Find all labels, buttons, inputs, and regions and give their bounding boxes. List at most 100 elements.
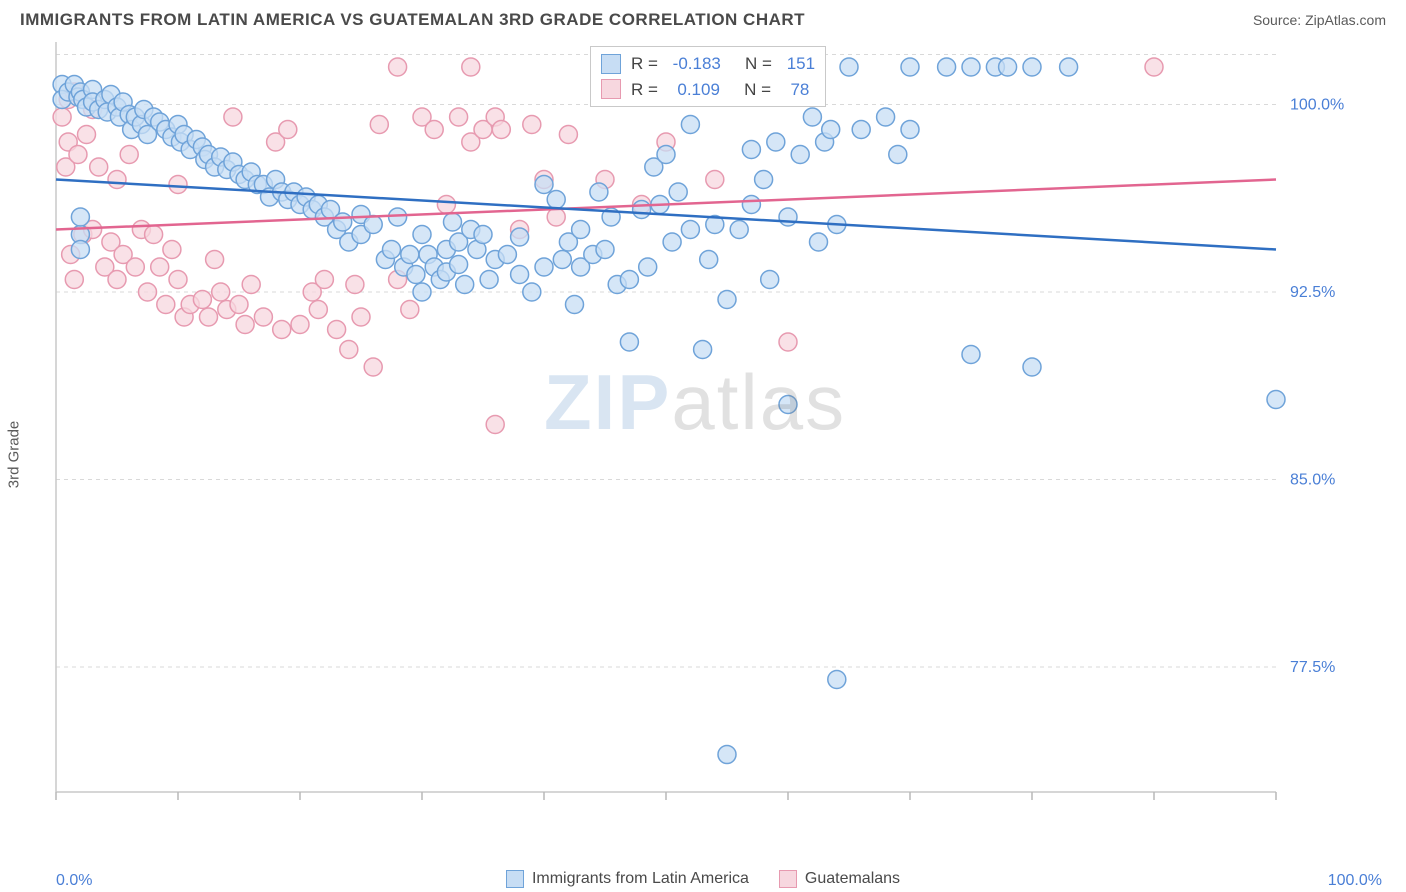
stats-row-guat: R = 0.109 N = 78: [601, 77, 815, 103]
data-point-latin: [822, 121, 840, 139]
stats-r-value: 0.109: [673, 77, 720, 103]
data-point-latin: [511, 228, 529, 246]
legend-label: Guatemalans: [805, 870, 900, 888]
data-point-latin: [694, 341, 712, 359]
data-point-guat: [212, 283, 230, 301]
data-point-guat: [163, 241, 181, 259]
data-point-latin: [999, 58, 1017, 76]
data-point-guat: [53, 108, 71, 126]
data-point-guat: [437, 196, 455, 214]
data-point-guat: [389, 58, 407, 76]
data-point-latin: [1267, 391, 1285, 409]
data-point-guat: [200, 308, 218, 326]
data-point-guat: [462, 58, 480, 76]
data-point-latin: [498, 246, 516, 264]
legend-item: Guatemalans: [779, 870, 900, 888]
data-point-latin: [572, 221, 590, 239]
source-name: ZipAtlas.com: [1305, 12, 1386, 28]
data-point-guat: [78, 126, 96, 144]
data-point-latin: [535, 258, 553, 276]
stats-n-value: 151: [787, 51, 815, 77]
data-point-guat: [169, 176, 187, 194]
data-point-guat: [547, 208, 565, 226]
stats-r-label: R =: [631, 77, 663, 103]
data-point-latin: [535, 176, 553, 194]
data-point-latin: [596, 241, 614, 259]
data-point-latin: [779, 396, 797, 414]
stats-n-label: N =: [731, 51, 777, 77]
data-point-guat: [559, 126, 577, 144]
y-axis-label: 3rd Grade: [6, 421, 23, 489]
data-point-latin: [407, 266, 425, 284]
data-point-latin: [71, 208, 89, 226]
data-point-latin: [450, 256, 468, 274]
data-point-latin: [718, 746, 736, 764]
data-point-latin: [901, 58, 919, 76]
data-point-latin: [962, 58, 980, 76]
data-point-latin: [413, 283, 431, 301]
stats-n-value: 78: [786, 77, 810, 103]
data-point-guat: [309, 301, 327, 319]
data-point-guat: [242, 276, 260, 294]
data-point-latin: [401, 246, 419, 264]
stats-r-value: -0.183: [673, 51, 721, 77]
data-point-latin: [639, 258, 657, 276]
data-point-guat: [291, 316, 309, 334]
data-point-latin: [456, 276, 474, 294]
data-point-guat: [236, 316, 254, 334]
data-point-latin: [1023, 58, 1041, 76]
stats-swatch-icon: [601, 79, 621, 99]
correlation-stats-box: R = -0.183 N = 151R = 0.109 N = 78: [590, 46, 826, 107]
data-point-latin: [633, 201, 651, 219]
data-point-guat: [1145, 58, 1163, 76]
data-point-guat: [370, 116, 388, 134]
data-point-guat: [492, 121, 510, 139]
data-point-guat: [157, 296, 175, 314]
data-point-latin: [657, 146, 675, 164]
data-point-latin: [590, 183, 608, 201]
data-point-latin: [730, 221, 748, 239]
legend-label: Immigrants from Latin America: [532, 870, 749, 888]
data-point-guat: [69, 146, 87, 164]
data-point-latin: [669, 183, 687, 201]
data-point-guat: [328, 321, 346, 339]
data-point-latin: [755, 171, 773, 189]
x-axis-max-label: 100.0%: [1328, 872, 1382, 890]
y-tick-label: 85.0%: [1290, 472, 1335, 489]
data-point-guat: [254, 308, 272, 326]
data-point-latin: [852, 121, 870, 139]
title-bar: IMMIGRANTS FROM LATIN AMERICA VS GUATEMA…: [0, 0, 1406, 36]
data-point-latin: [364, 216, 382, 234]
data-point-latin: [840, 58, 858, 76]
x-axis-min-label: 0.0%: [56, 872, 92, 890]
data-point-guat: [145, 226, 163, 244]
data-point-latin: [791, 146, 809, 164]
legend-swatch-icon: [506, 870, 524, 888]
data-point-latin: [681, 221, 699, 239]
data-point-guat: [706, 171, 724, 189]
data-point-guat: [279, 121, 297, 139]
data-point-latin: [663, 233, 681, 251]
data-point-guat: [126, 258, 144, 276]
legend-swatch-icon: [779, 870, 797, 888]
data-point-guat: [120, 146, 138, 164]
stats-r-label: R =: [631, 51, 663, 77]
data-point-guat: [401, 301, 419, 319]
data-point-latin: [71, 241, 89, 259]
data-point-guat: [193, 291, 211, 309]
data-point-latin: [938, 58, 956, 76]
y-tick-label: 100.0%: [1290, 97, 1344, 114]
plot-area: 77.5%85.0%92.5%100.0% ZIPatlas R = -0.18…: [50, 36, 1386, 821]
data-point-guat: [523, 116, 541, 134]
data-point-latin: [620, 271, 638, 289]
data-point-guat: [425, 121, 443, 139]
data-point-guat: [352, 308, 370, 326]
data-point-latin: [761, 271, 779, 289]
data-point-guat: [315, 271, 333, 289]
data-point-guat: [230, 296, 248, 314]
data-point-guat: [224, 108, 242, 126]
data-point-guat: [108, 271, 126, 289]
data-point-guat: [273, 321, 291, 339]
data-point-latin: [742, 141, 760, 159]
data-point-latin: [810, 233, 828, 251]
